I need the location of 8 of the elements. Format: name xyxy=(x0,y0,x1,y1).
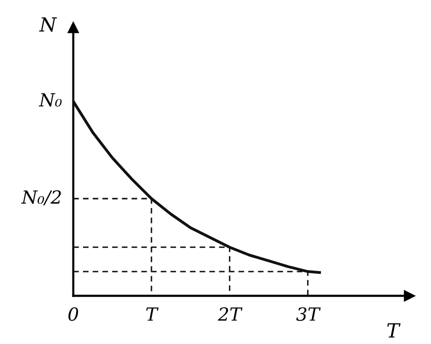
x-tick-label: 2T xyxy=(218,307,242,321)
x-tick-label: 0 xyxy=(68,307,78,321)
annotation: N₀/2 xyxy=(21,190,61,206)
annotation: N₀ xyxy=(38,93,62,107)
y-axis-title: N xyxy=(39,17,58,32)
x-tick-label: 3T xyxy=(296,307,321,321)
x-tick-label: T xyxy=(146,308,159,321)
x-axis-title: T xyxy=(387,323,401,338)
